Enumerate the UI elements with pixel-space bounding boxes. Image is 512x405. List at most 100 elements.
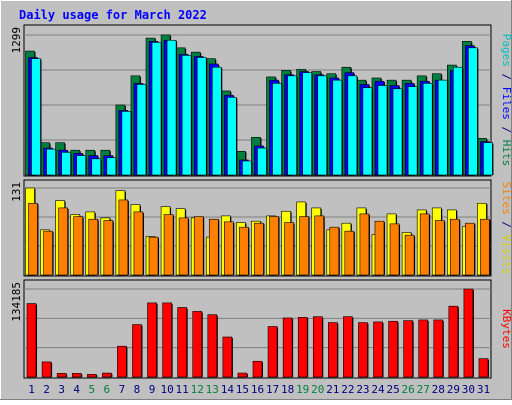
bar-sites-day-19 [299,216,309,276]
bar-sites-day-2 [43,230,53,276]
bar-pages-day-23 [362,87,373,176]
bar-sites-day-7 [118,199,129,276]
day-label-6: 6 [104,383,111,396]
bar-sites-day-1 [28,202,38,276]
day-label-14: 14 [221,383,235,396]
bar-kbytes-day-8 [132,324,142,378]
bar-pages-day-3 [61,152,71,176]
bar-pages-day-9 [151,42,162,176]
day-label-21: 21 [326,383,339,396]
y-max-label: 131 [10,182,23,202]
bar-kbytes-day-25 [388,320,398,378]
bar-kbytes-day-30 [463,288,474,378]
bar-kbytes-day-17 [267,326,278,378]
panel-hits_files_pages: 1299 [10,24,494,177]
day-label-1: 1 [28,383,35,396]
bar-sites-day-29 [450,218,460,276]
bar-kbytes-day-1 [26,303,37,378]
day-label-19: 19 [296,383,309,396]
right-label-part: / [500,215,512,235]
day-label-17: 17 [266,383,279,396]
day-label-20: 20 [311,383,324,396]
bar-kbytes-day-31 [478,358,489,378]
day-label-18: 18 [281,383,294,396]
bar-pages-day-14 [227,97,237,176]
y-max-label: 134185 [10,282,23,322]
bar-sites-day-17 [269,216,279,276]
day-label-25: 25 [386,383,399,396]
bar-pages-day-29 [453,66,463,176]
right-axis-labels: Pages / Files / Hits Sites / Visits KBytes [500,34,512,349]
bar-sites-day-26 [404,234,415,276]
bar-kbytes-day-20 [312,316,323,378]
bar-sites-day-4 [73,216,83,276]
right-label-0: Pages / Files / Hits [500,34,512,167]
panel-visits_sites: 131 [10,179,492,277]
day-label-23: 23 [356,383,369,396]
right-label-1: Sites / Visits [500,182,512,275]
day-label-12: 12 [191,383,204,396]
right-label-part: Sites [500,182,512,215]
bar-pages-day-6 [106,157,117,176]
day-label-8: 8 [134,383,141,396]
day-label-24: 24 [371,383,385,396]
bar-kbytes-day-26 [403,320,413,378]
day-label-11: 11 [176,383,189,396]
day-label-15: 15 [236,383,249,396]
series-pages [31,39,494,176]
bar-kbytes-day-11 [177,307,187,378]
bar-sites-day-30 [465,222,475,276]
bar-kbytes-day-12 [192,311,203,378]
day-label-2: 2 [43,383,50,396]
bar-kbytes-day-16 [252,360,263,378]
bar-pages-day-20 [317,75,328,176]
bar-pages-day-26 [407,86,418,176]
series-sites [28,199,491,276]
bar-sites-day-23 [359,213,370,276]
bar-pages-day-28 [437,79,448,176]
bar-kbytes-day-22 [343,316,353,378]
day-label-4: 4 [73,383,80,396]
bar-pages-day-16 [257,147,267,176]
day-label-30: 30 [462,383,475,396]
bar-kbytes-day-13 [207,314,218,378]
series-kbytes [26,288,489,378]
bar-sites-day-11 [178,217,189,276]
bar-pages-day-27 [422,83,433,176]
bar-kbytes-day-5 [86,374,97,378]
day-label-9: 9 [149,383,156,396]
right-label-part: / [500,67,512,87]
bar-kbytes-day-24 [373,321,383,378]
bar-kbytes-day-9 [147,302,157,378]
day-label-27: 27 [417,383,430,396]
bar-pages-day-18 [287,75,297,176]
bar-kbytes-day-29 [448,305,459,378]
right-label-part: Hits [500,140,512,167]
bar-pages-day-25 [392,88,403,176]
bar-sites-day-5 [88,218,99,276]
right-label-part: Visits [500,235,512,275]
day-label-22: 22 [341,383,354,396]
day-label-29: 29 [447,383,460,396]
bar-pages-day-24 [377,85,388,176]
panel-kbytes: 134185 [10,279,492,379]
bar-pages-day-7 [121,111,132,176]
day-label-13: 13 [206,383,219,396]
bar-kbytes-day-15 [237,372,248,378]
bar-kbytes-day-19 [297,317,308,378]
bar-pages-day-8 [136,84,147,176]
right-label-2: KBytes [500,309,512,349]
bar-pages-day-4 [76,155,86,176]
bar-kbytes-day-7 [117,345,127,378]
bar-sites-day-22 [344,230,355,276]
bar-pages-day-2 [46,148,56,176]
bar-sites-day-21 [329,226,340,276]
bar-sites-day-20 [314,215,325,276]
bar-kbytes-day-23 [358,322,368,378]
bar-sites-day-28 [434,220,445,276]
bar-kbytes-day-21 [328,322,338,378]
bar-sites-day-6 [103,220,114,276]
bar-pages-day-5 [91,158,102,176]
day-label-10: 10 [160,383,173,396]
right-label-part: Pages [500,34,512,67]
